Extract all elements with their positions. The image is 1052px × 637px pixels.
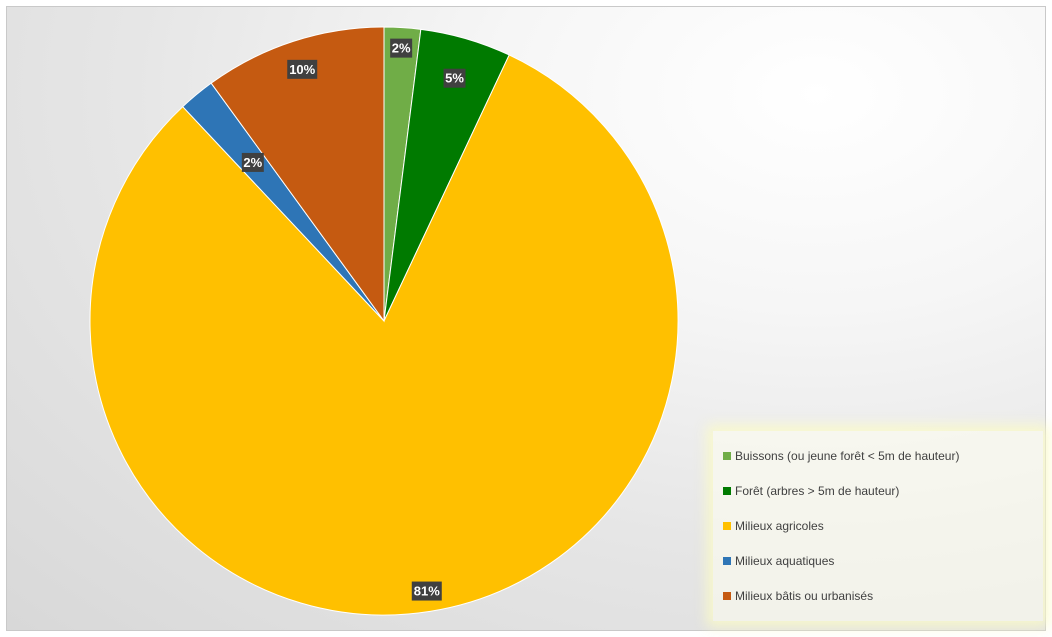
data-label-milieux-aquatiques: 2% — [241, 152, 264, 172]
data-label-milieux-batis: 10% — [287, 59, 318, 79]
legend-swatch — [723, 591, 731, 600]
legend-swatch — [723, 487, 731, 496]
chart-area: 2% 5% 81% 2% 10% Buissons (ou jeune forêt < … — [6, 6, 1046, 631]
legend-label: Buissons (ou jeune forêt < 5m de hauteur… — [735, 449, 960, 464]
data-label-box — [390, 38, 413, 58]
pie-chart: 2% 5% 81% 2% 10% — [89, 26, 679, 616]
legend-item-milieux-aquatiques: Milieux aquatiques — [723, 554, 1033, 568]
legend-item-foret: Forêt (arbres > 5m de hauteur) — [723, 484, 1033, 498]
legend-swatch — [723, 452, 731, 461]
legend: Buissons (ou jeune forêt < 5m de hauteur… — [713, 431, 1043, 621]
legend-label: Milieux aquatiques — [735, 553, 835, 568]
legend-swatch — [723, 521, 731, 530]
data-label-milieux-agricoles: 81% — [411, 581, 442, 601]
data-label-foret: 5% — [443, 68, 466, 88]
legend-label: Forêt (arbres > 5m de hauteur) — [735, 484, 900, 499]
data-label-text: 2% — [243, 155, 262, 170]
pie-slice-milieux-agricoles — [89, 54, 679, 616]
data-label-box — [411, 581, 442, 601]
data-label-box — [287, 59, 318, 79]
pie-slice-milieux-batis — [210, 26, 385, 323]
legend-swatch — [723, 556, 731, 565]
data-label-text: 81% — [414, 584, 440, 599]
data-label-text: 5% — [445, 71, 464, 86]
data-label-text: 10% — [289, 62, 315, 77]
legend-item-milieux-agricoles: Milieux agricoles — [723, 519, 1033, 533]
legend-item-buissons: Buissons (ou jeune forêt < 5m de hauteur… — [723, 449, 1033, 463]
legend-label: Milieux agricoles — [735, 518, 824, 533]
data-label-buissons: 2% — [390, 38, 413, 58]
data-label-box — [241, 152, 264, 172]
data-label-box — [443, 68, 466, 88]
legend-item-milieux-batis: Milieux bâtis ou urbanisés — [723, 589, 1033, 603]
data-label-text: 2% — [392, 41, 411, 56]
legend-label: Milieux bâtis ou urbanisés — [735, 588, 874, 603]
